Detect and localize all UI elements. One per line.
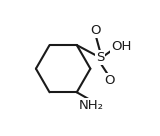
Text: O: O bbox=[104, 74, 114, 87]
Text: S: S bbox=[96, 51, 104, 64]
Text: O: O bbox=[90, 24, 101, 38]
Text: OH: OH bbox=[111, 40, 132, 53]
Text: NH₂: NH₂ bbox=[79, 99, 104, 112]
